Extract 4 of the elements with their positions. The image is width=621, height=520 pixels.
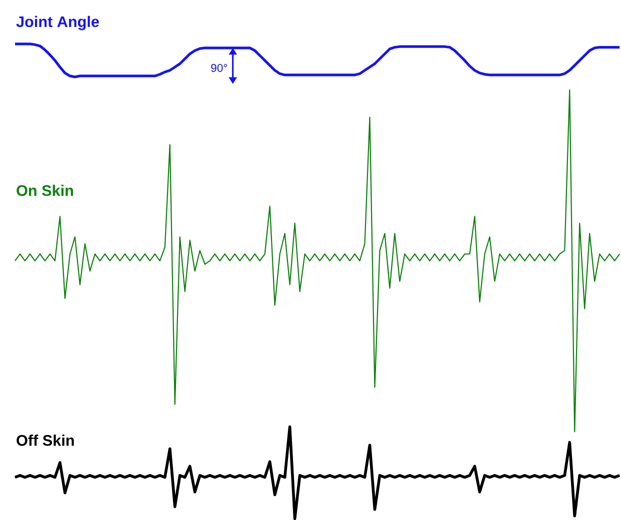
annotation: 90° bbox=[211, 64, 228, 72]
chart-title: Off Skin bbox=[16, 434, 74, 446]
text: On Skin bbox=[16, 184, 73, 196]
chart-title: Joint Angle bbox=[16, 16, 99, 30]
